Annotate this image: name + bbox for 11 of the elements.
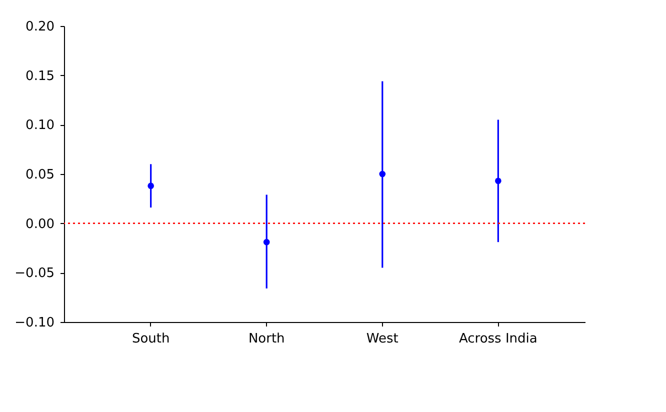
x-tick-label: South [132,332,170,346]
y-tick-label: 0.20 [26,20,54,34]
y-tick-label: −0.05 [14,266,54,282]
y-tick-label: 0.15 [26,68,54,84]
y-tick-label: 0.00 [26,216,54,232]
y-tick-label: 0.05 [26,168,54,182]
x-tick-label: West [366,332,398,346]
x-tick-label: Across India [458,332,538,346]
y-tick-label: 0.10 [26,118,54,134]
x-tick-label: North [248,332,285,346]
y-tick-label: −0.10 [14,316,54,330]
